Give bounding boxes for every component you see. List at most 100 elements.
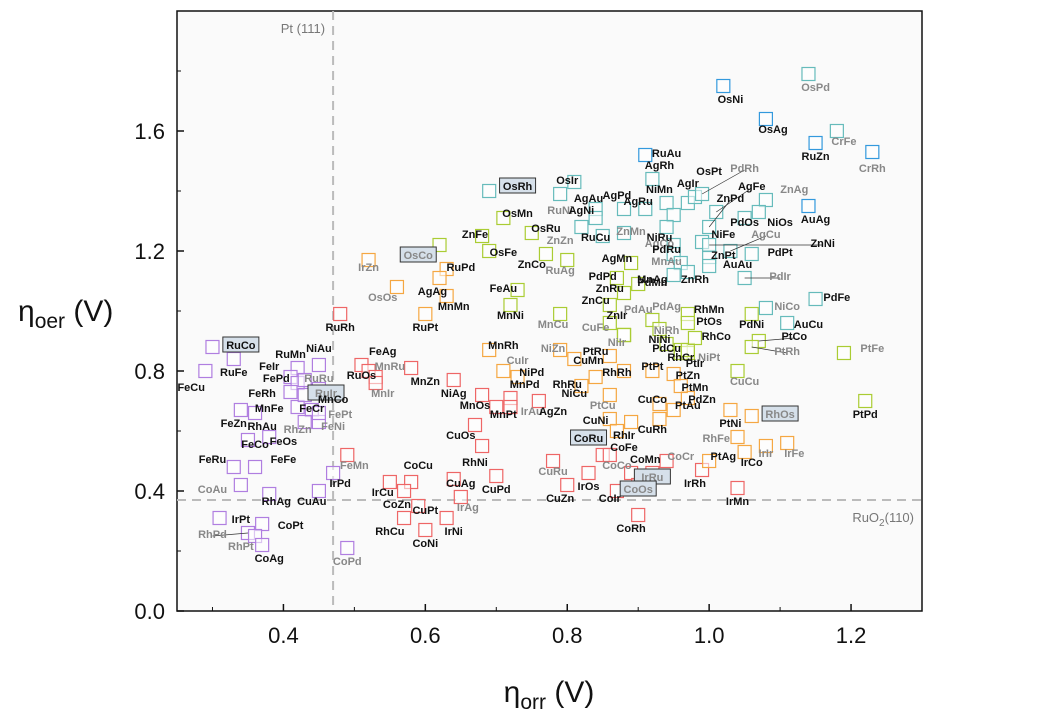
label-feos: FeOs	[270, 436, 298, 448]
label-irrh: IrRh	[684, 478, 706, 490]
leader-znpd	[708, 199, 731, 228]
point-niau	[311, 357, 327, 373]
highlight-box-osrh	[499, 177, 537, 194]
point-femn	[340, 447, 355, 463]
label-cupt: CuPt	[412, 505, 438, 517]
label-znru: ZnRu	[596, 283, 624, 295]
y-axis-title-main: η	[18, 295, 35, 328]
label-agcu: AgCu	[751, 229, 780, 241]
point-ptmn	[673, 378, 688, 394]
label-rhag: RhAg	[262, 496, 291, 508]
point-nini	[659, 336, 674, 352]
point-rurh	[333, 306, 348, 322]
point-copd	[340, 540, 355, 556]
point-ptni	[723, 402, 738, 418]
point-cucu	[730, 363, 745, 379]
point-ruzn	[808, 135, 823, 151]
label-znpd: ZnPd	[717, 193, 745, 205]
point-coau	[233, 477, 248, 493]
label-agir: AgIr	[677, 178, 700, 190]
label-osfe: OsFe	[490, 247, 518, 259]
label-ruos: RuOs	[347, 370, 376, 382]
label-ptpt: PtPt	[641, 361, 663, 373]
point-rhir	[623, 414, 639, 430]
label-cozn: CoZn	[383, 499, 411, 511]
highlight-box-rhos	[761, 405, 799, 422]
label-ferh: FeRh	[248, 388, 276, 400]
point-pdos	[737, 210, 752, 226]
leader-pdrh	[701, 169, 745, 195]
point-osmn	[496, 210, 511, 226]
label-curu: CuRu	[538, 466, 567, 478]
label-curh: CuRh	[638, 424, 668, 436]
point-znfe	[474, 228, 490, 244]
label-znco: ZnCo	[518, 259, 546, 271]
label-mnni: MnNi	[497, 310, 524, 322]
label-mnfe: MnFe	[255, 403, 284, 415]
label-nife: NiFe	[711, 229, 735, 241]
point-copt	[255, 516, 270, 532]
point-auau	[702, 258, 717, 274]
label-cumn: CuMn	[573, 355, 604, 367]
point-rhag	[262, 486, 277, 502]
label-niau: NiAu	[306, 343, 332, 355]
label-nios: NiOs	[767, 217, 793, 229]
label-agco: AgCo	[645, 238, 675, 250]
point-niir	[616, 327, 632, 343]
point-ruau	[638, 147, 653, 163]
point-mnir	[368, 375, 383, 391]
label-mnpd: MnPd	[510, 379, 540, 391]
point-rupt	[418, 306, 433, 322]
label-irco: IrCo	[741, 457, 763, 469]
label-ptau: PtAu	[675, 400, 701, 412]
label-mnpt: MnPt	[490, 409, 517, 421]
label-cuni: CuNi	[583, 415, 609, 427]
label-agau: AgAu	[574, 193, 603, 205]
label-copt: CoPt	[278, 520, 304, 532]
label-cuau: CuAu	[297, 496, 326, 508]
label-irmn: IrMn	[726, 496, 750, 508]
label-fefe: FeFe	[271, 454, 297, 466]
label-znmn: ZnMn	[616, 226, 646, 238]
point-mnmn	[439, 288, 454, 304]
label-cupd: CuPd	[482, 484, 511, 496]
point-mnpt	[489, 399, 504, 415]
pt111-line-label: Pt (111)	[281, 21, 325, 36]
point-cuau	[311, 483, 327, 499]
point-agzn	[531, 393, 546, 409]
label-pdcu: PdCu	[652, 343, 681, 355]
point-znmn	[616, 225, 632, 241]
point-agpd	[616, 201, 632, 217]
point-cozn	[396, 483, 412, 499]
label-crrh: CrRh	[859, 163, 886, 175]
point-coni	[418, 522, 433, 538]
point-agni	[588, 210, 603, 226]
point-ptcu	[602, 387, 617, 403]
label-cuco: CuCo	[638, 394, 668, 406]
point-pdni	[744, 306, 759, 322]
label-feru: FeRu	[199, 454, 227, 466]
y-axis-title-unit: (V)	[65, 295, 113, 328]
point-cufe	[602, 315, 617, 331]
label-nico: NiCo	[774, 301, 800, 313]
label-corh: CoRh	[616, 523, 646, 535]
label-zncu: ZnCu	[582, 295, 610, 307]
point-feco	[240, 432, 256, 448]
x-tick-label-1: 0.6	[410, 623, 441, 648]
highlight-box-coru	[570, 429, 608, 446]
label-pdru: PdRu	[652, 244, 681, 256]
label-pdzn: PdZn	[688, 394, 716, 406]
label-znzn: ZnZn	[547, 235, 574, 247]
label-irfe: IrFe	[784, 448, 804, 460]
label-niir: NiIr	[608, 337, 627, 349]
label-znag: ZnAg	[780, 184, 808, 196]
point-rhru	[588, 369, 603, 385]
x-tick-label-0: 0.4	[268, 623, 299, 648]
point-feos	[262, 429, 277, 445]
label-cuir: CuIr	[507, 355, 530, 367]
x-axis-title-unit: (V)	[546, 676, 594, 709]
label-rhni: RhNi	[462, 457, 488, 469]
label-rhos: RhOs	[765, 409, 794, 421]
point-rhrh	[616, 363, 632, 379]
